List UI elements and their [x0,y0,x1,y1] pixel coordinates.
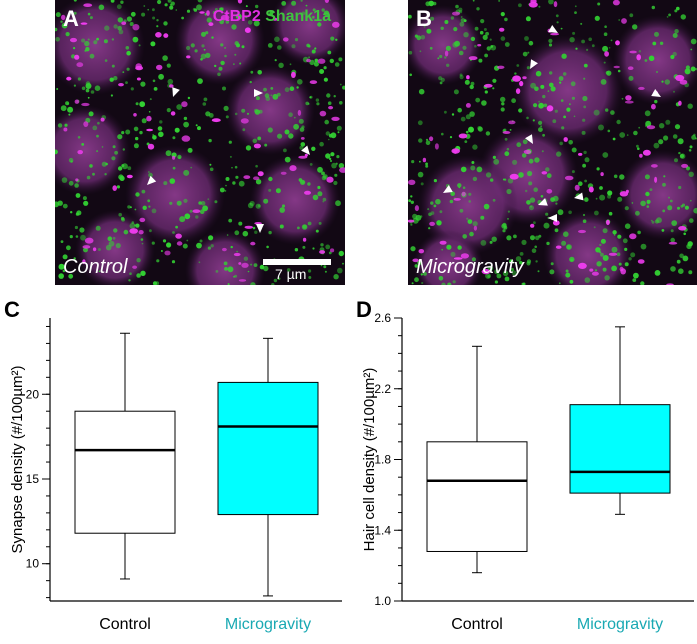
panel-letter-d: D [356,297,372,322]
scale-bar [263,259,331,265]
condition-label-control: Control [63,256,128,278]
x-category-label: Microgravity [577,616,663,633]
arrowhead-icon [256,224,264,233]
arrowhead-icon [530,59,538,69]
panel-letter-c: C [4,297,20,322]
box-control [74,332,176,580]
stain-shank1a-label: Shank1a [265,8,331,25]
box-iqr [569,404,671,494]
y-axis-label: Synapse density (#/100µm²) [9,366,26,554]
y-tick-label: 10 [26,557,40,571]
box-control [426,345,528,574]
arrowhead-icon [574,192,584,201]
arrowhead-icon [538,198,548,206]
micrograph-puncta [408,0,697,285]
box-microgravity [569,326,671,515]
panel-letter-a: A [63,6,79,31]
box-iqr [217,381,319,516]
x-category-label: Microgravity [225,616,311,633]
arrowhead-icon [525,134,533,144]
box-microgravity [217,337,319,597]
y-tick-label: 1.4 [374,523,391,537]
y-tick-label: 2.2 [374,382,391,396]
box-iqr [426,441,528,552]
micrograph-cells [55,0,345,285]
y-tick-label: 15 [26,472,40,486]
x-category-label: Control [99,616,151,633]
arrowhead-icon [301,145,310,155]
micrograph-microgravity-image [408,0,697,285]
box-iqr [74,410,176,534]
arrowhead-icon [254,89,263,97]
arrowheads [147,87,310,233]
scale-bar-label: 7 µm [275,266,307,282]
arrowhead-icon [651,89,661,97]
y-tick-label: 20 [26,387,40,401]
arrowhead-icon [443,185,453,193]
y-axis-label: Hair cell density (#/100µm²) [361,368,378,552]
arrowhead-icon [172,87,180,97]
arrowhead-icon [548,214,557,222]
stain-ctbp2-label: CtBP2 [212,8,261,25]
chart-hair-cell-density: D 1.0 1.4 1.8 2.2 2.6 Hair cell density (#/10… [352,295,697,639]
y-tick-label: 1.8 [374,453,391,467]
chart-d-svg: D 1.0 1.4 1.8 2.2 2.6 Hair cell density (#/10… [356,297,694,633]
arrowhead-icon [147,175,157,185]
micrograph-puncta [55,0,345,285]
y-tick-label: 1.0 [374,594,391,608]
stain-legend: CtBP2 Shank1a [213,8,331,26]
arrowhead-icon [548,25,558,33]
micrograph-control: A CtBP2 Shank1a Control 7 µm [55,0,345,285]
arrowheads [443,25,661,222]
condition-label-microgravity: Microgravity [416,256,524,278]
micrograph-control-image [55,0,345,285]
chart-synapse-density: C 10 15 20 Synapse density (#/100µm²) Contro… [0,295,345,639]
micrograph-microgravity: B Microgravity [408,0,697,285]
panel-letter-b: B [416,6,432,31]
y-tick-label: 2.6 [374,311,391,325]
x-category-label: Control [451,616,503,633]
